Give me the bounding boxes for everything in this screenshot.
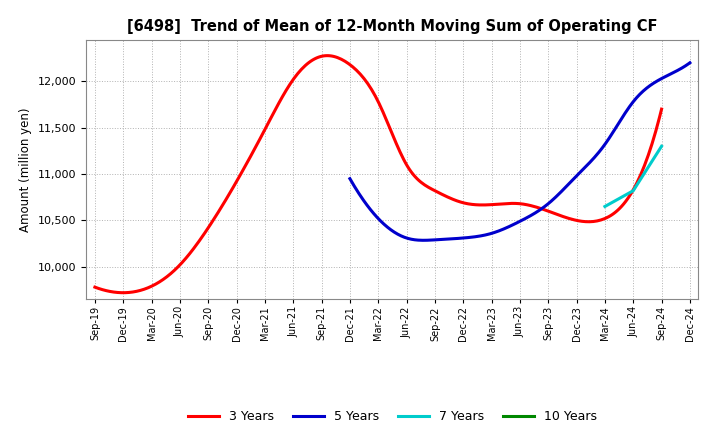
Title: [6498]  Trend of Mean of 12-Month Moving Sum of Operating CF: [6498] Trend of Mean of 12-Month Moving … <box>127 19 657 34</box>
Y-axis label: Amount (million yen): Amount (million yen) <box>19 107 32 231</box>
Legend: 3 Years, 5 Years, 7 Years, 10 Years: 3 Years, 5 Years, 7 Years, 10 Years <box>183 405 602 428</box>
